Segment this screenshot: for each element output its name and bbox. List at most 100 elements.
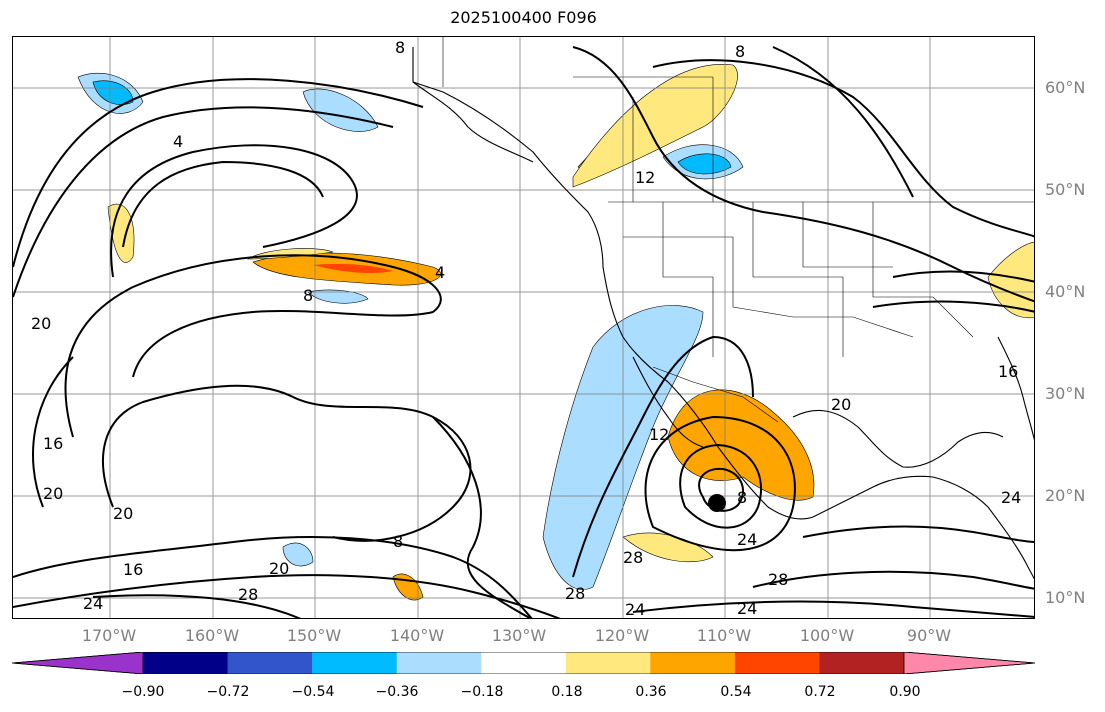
colorbar-tick: −0.36 xyxy=(375,684,419,700)
colorbar-segment xyxy=(734,652,820,674)
lat-label-10n: 10°N xyxy=(1045,588,1086,607)
contour-label: 16 xyxy=(998,362,1018,381)
coast-east-us xyxy=(997,336,1034,441)
contour-a xyxy=(13,78,424,268)
lon-label-120w: 120°W xyxy=(594,626,650,645)
contour-label: 8 xyxy=(735,42,745,61)
borders xyxy=(442,37,1034,423)
contour-label: 16 xyxy=(43,434,63,453)
coast-alaska-south xyxy=(412,81,534,163)
shade-yellow-southeast xyxy=(622,532,714,563)
coast-north-america xyxy=(412,47,1034,580)
contour-label: 8 xyxy=(395,38,405,57)
lat-label-30n: 30°N xyxy=(1045,384,1086,403)
contour-trough xyxy=(572,335,754,578)
contour-label: 24 xyxy=(737,599,757,618)
contour-south-east xyxy=(802,525,1034,543)
contour-label: 4 xyxy=(173,132,183,151)
contour-north-1 xyxy=(652,59,1034,238)
contour-label: 24 xyxy=(737,530,757,549)
contour-label: 28 xyxy=(565,584,585,603)
lat-label-20n: 20°N xyxy=(1045,486,1086,505)
contour-e xyxy=(64,254,442,438)
colorbar-tick: 0.18 xyxy=(551,684,583,700)
colorbar-tick: −0.54 xyxy=(291,684,335,700)
contour-east-1 xyxy=(892,270,1034,283)
contour-ridge-north xyxy=(572,46,1034,303)
contour-label: 4 xyxy=(435,263,445,282)
colorbar-segment xyxy=(227,652,313,674)
colorbar-tick: −0.90 xyxy=(121,684,165,700)
contour-storm-mid xyxy=(679,443,763,529)
contour-label: 20 xyxy=(269,559,289,578)
colorbar-segment xyxy=(312,652,398,674)
contours xyxy=(13,46,1034,618)
contour-c xyxy=(110,144,358,278)
colorbar-tick: −0.72 xyxy=(206,684,250,700)
contour-j xyxy=(92,594,301,618)
contour-label: 20 xyxy=(31,314,51,333)
contour-label: 8 xyxy=(737,488,747,507)
colorbar-segment xyxy=(396,652,482,674)
lon-label-170w: 170°W xyxy=(81,626,137,645)
lat-label-50n: 50°N xyxy=(1045,180,1086,199)
contour-g xyxy=(102,384,472,542)
coastlines xyxy=(412,47,1034,580)
colorbar-extend-min xyxy=(12,652,144,674)
shade-lightblue-midpac xyxy=(307,289,369,304)
shade-lightblue-south xyxy=(282,542,314,567)
map-canvas: 8 4 8 12 4 8 20 16 20 20 16 24 28 20 8 1… xyxy=(13,37,1034,619)
lat-label-40n: 40°N xyxy=(1045,282,1086,301)
shade-yellow-east xyxy=(987,241,1034,319)
lon-label-90w: 90°W xyxy=(906,626,952,645)
contour-east-2 xyxy=(872,300,1034,313)
contour-label: 8 xyxy=(303,286,313,305)
lon-label-110w: 110°W xyxy=(696,626,752,645)
contour-south-east-3 xyxy=(632,600,1034,618)
contour-label: 20 xyxy=(43,484,63,503)
storm-center-marker[interactable] xyxy=(708,494,726,512)
shading-layer xyxy=(77,63,1034,601)
lon-label-130w: 130°W xyxy=(491,626,547,645)
contour-label: 28 xyxy=(238,585,258,604)
contour-south-east-2 xyxy=(752,570,1034,590)
shade-blue-canada xyxy=(677,153,732,175)
map-title: 2025100400 F096 xyxy=(450,8,597,27)
colorbar-segment xyxy=(481,652,567,674)
contour-label: 20 xyxy=(831,395,851,414)
contour-d xyxy=(122,160,324,248)
contour-north-2 xyxy=(772,46,914,198)
contour-label: 24 xyxy=(625,600,645,619)
lon-label-150w: 150°W xyxy=(286,626,342,645)
colorbar-tick: −0.18 xyxy=(460,684,504,700)
contour-label: 20 xyxy=(113,504,133,523)
contour-h xyxy=(13,536,533,618)
colorbar-tick: 0.54 xyxy=(720,684,752,700)
contour-label: 28 xyxy=(768,570,788,589)
map-panel[interactable]: 8 4 8 12 4 8 20 16 20 20 16 24 28 20 8 1… xyxy=(12,36,1035,619)
colorbar-segments xyxy=(12,652,1035,674)
coast-gulf xyxy=(792,409,1004,468)
graticule xyxy=(13,37,1034,618)
colorbar-tick: 0.36 xyxy=(635,684,667,700)
contour-label: 24 xyxy=(1001,488,1021,507)
contour-b xyxy=(13,106,394,298)
colorbar-tick: 0.90 xyxy=(889,684,921,700)
colorbar-tick: 0.72 xyxy=(804,684,836,700)
contour-label: 28 xyxy=(623,548,643,567)
contour-i xyxy=(13,574,561,618)
colorbar-segment xyxy=(819,652,905,674)
lat-label-60n: 60°N xyxy=(1045,78,1086,97)
contour-storm-outer xyxy=(644,415,796,552)
shade-lightblue-alaska xyxy=(302,88,379,132)
lon-label-160w: 160°W xyxy=(184,626,240,645)
contour-label: 8 xyxy=(393,532,403,551)
lon-label-100w: 100°W xyxy=(799,626,855,645)
colorbar-extend-max xyxy=(903,652,1035,674)
coast-baja xyxy=(632,356,704,448)
lon-label-140w: 140°W xyxy=(389,626,445,645)
contour-labels: 8 4 8 12 4 8 20 16 20 20 16 24 28 20 8 1… xyxy=(31,38,1021,619)
contour-label: 12 xyxy=(635,168,655,187)
contour-label: 16 xyxy=(123,560,143,579)
colorbar-segment xyxy=(143,652,229,674)
